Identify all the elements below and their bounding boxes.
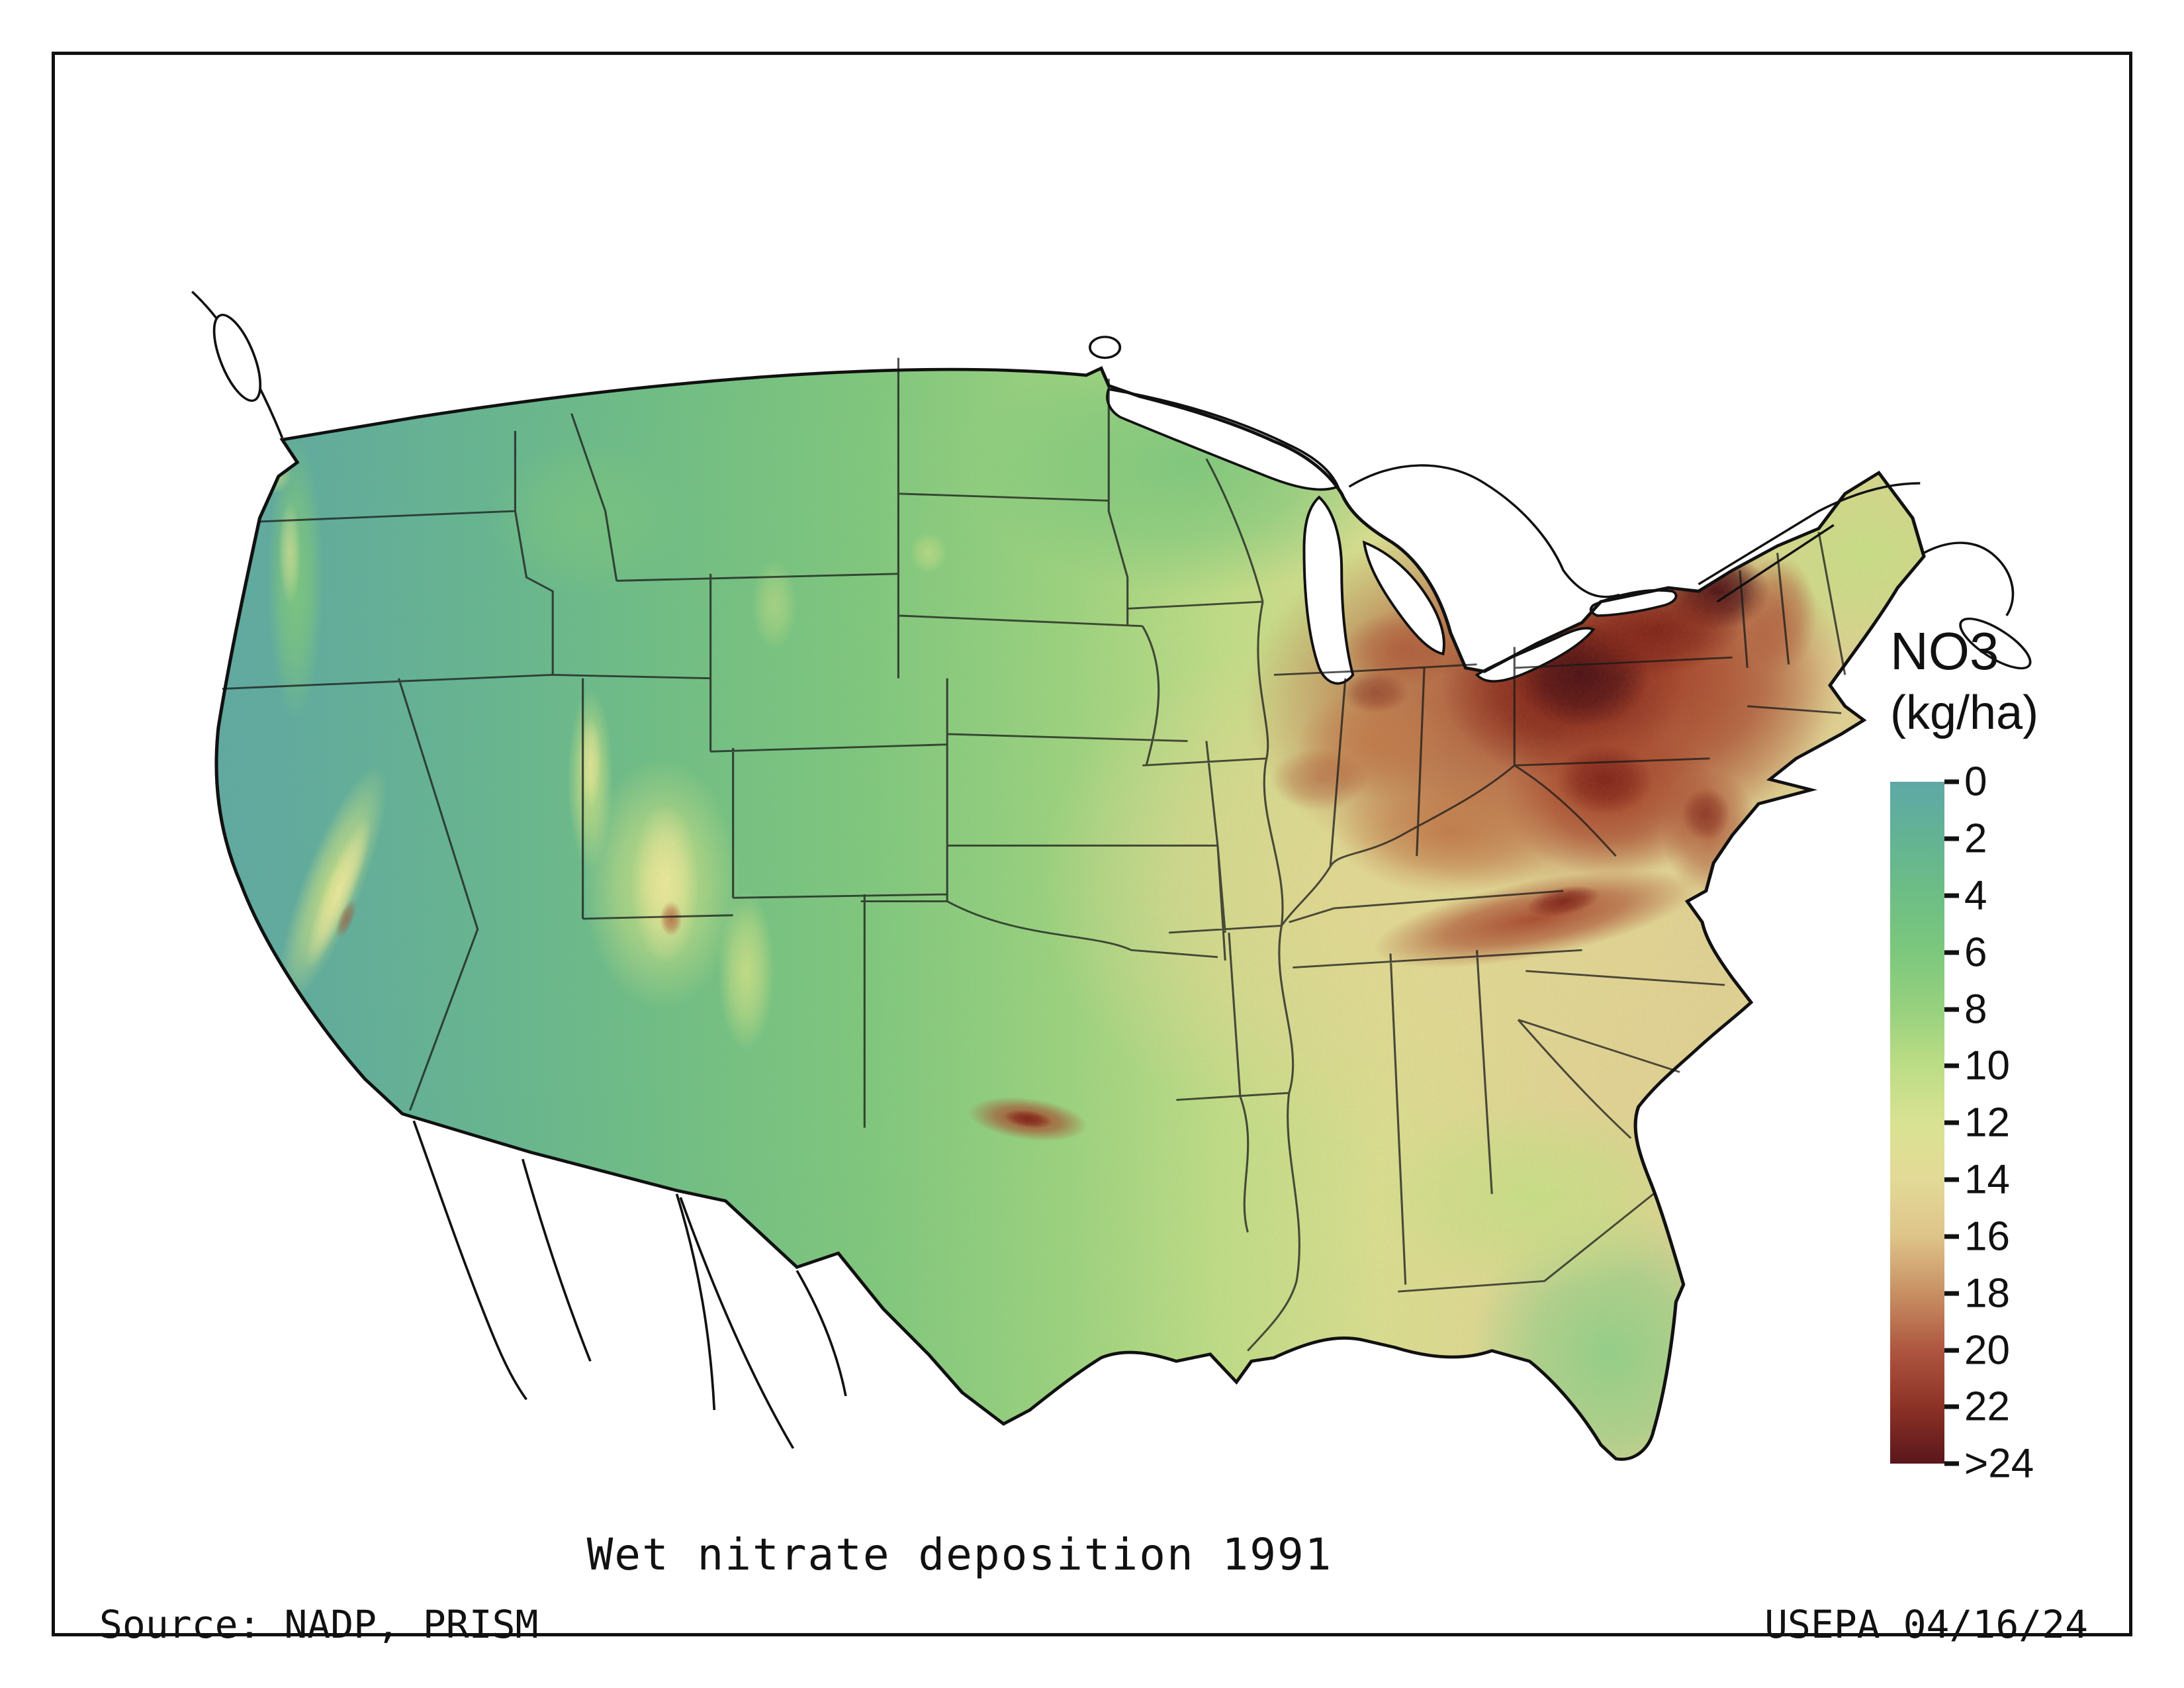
raster-noise-texture <box>216 368 1925 1460</box>
legend-tick-mark <box>1944 836 1959 841</box>
legend-tick-label: 22 <box>1964 1383 2010 1430</box>
lake-huron <box>1362 540 1445 656</box>
legend-tick: 2 <box>1944 816 1987 863</box>
us-outline <box>214 366 1926 1461</box>
lake-superior <box>1106 387 1340 491</box>
legend-scale: 0 2 4 6 8 10 12 14 16 18 20 22 >24 <box>1890 759 2089 1487</box>
deposition-surface <box>216 368 1925 1460</box>
legend-title: NO3 <box>1890 622 1999 680</box>
new-brunswick-outline <box>1923 541 2015 616</box>
legend-tick: 10 <box>1944 1043 2010 1090</box>
map-title: Wet nitrate deposition 1991 <box>586 1529 1333 1580</box>
lake-ontario <box>1589 588 1678 617</box>
state-borders <box>222 357 1846 1352</box>
legend-tick-mark <box>1944 1120 1959 1125</box>
nova-scotia-outline <box>1959 617 2032 670</box>
legend-tick: 22 <box>1944 1383 2010 1430</box>
legend-tick: 0 <box>1944 759 1987 806</box>
legend-tick-mark <box>1944 1007 1959 1012</box>
legend-ticks: 0 2 4 6 8 10 12 14 16 18 20 22 >24 <box>1944 759 2077 1487</box>
legend-tick-label: 6 <box>1964 929 1987 976</box>
legend-tick-label: 4 <box>1964 872 1987 919</box>
credit-text: USEPA 04/16/24 <box>1764 1602 2088 1647</box>
legend-tick-mark <box>1944 1404 1959 1409</box>
legend-tick-label: 12 <box>1964 1100 2010 1146</box>
legend-tick-label: 18 <box>1964 1270 2010 1317</box>
lake-michigan <box>1302 495 1355 685</box>
legend-tick-mark <box>1944 1234 1959 1239</box>
legend-tick-label: >24 <box>1964 1440 2034 1487</box>
legend-tick: 8 <box>1944 986 1987 1033</box>
legend-tick-label: 8 <box>1964 986 1987 1033</box>
legend-units: (kg/ha) <box>1890 686 2039 739</box>
legend: NO3 (kg/ha) 0 2 4 6 8 10 12 14 16 18 20 22 >24 <box>1890 622 2089 1487</box>
legend-tick: 18 <box>1944 1270 2010 1317</box>
map-stage <box>79 152 2052 1476</box>
legend-tick-label: 10 <box>1964 1043 2010 1089</box>
lake-of-the-woods <box>1089 336 1122 359</box>
legend-tick-mark <box>1944 1177 1959 1182</box>
legend-bar <box>1890 782 1944 1464</box>
source-text: Source: NADP, PRISM <box>99 1602 539 1647</box>
legend-tick-mark <box>1944 1291 1959 1296</box>
legend-tick: 14 <box>1944 1156 2010 1203</box>
mexico-outline <box>412 1120 847 1449</box>
legend-tick-label: 16 <box>1964 1213 2010 1260</box>
legend-tick: 16 <box>1944 1213 2010 1260</box>
legend-tick: 12 <box>1944 1100 2010 1147</box>
baja-california-outline <box>412 1120 528 1401</box>
great-lakes <box>1106 387 1678 685</box>
legend-tick-mark <box>1944 893 1959 898</box>
legend-tick-label: 20 <box>1964 1327 2010 1374</box>
legend-tick: >24 <box>1944 1440 2034 1487</box>
legend-tick-mark <box>1944 779 1959 784</box>
legend-tick-mark <box>1944 1063 1959 1068</box>
legend-tick-label: 2 <box>1964 816 1987 862</box>
legend-tick: 20 <box>1944 1327 2010 1374</box>
legend-tick-mark <box>1944 1461 1959 1466</box>
legend-tick-label: 14 <box>1964 1156 2010 1203</box>
us-deposition-map-svg <box>191 291 2032 1461</box>
legend-tick-mark <box>1944 1348 1959 1353</box>
legend-tick-mark <box>1944 950 1959 955</box>
legend-tick-label: 0 <box>1964 759 1987 805</box>
legend-tick: 4 <box>1944 872 1987 919</box>
legend-tick: 6 <box>1944 929 1987 976</box>
canada-outline <box>191 291 2032 670</box>
